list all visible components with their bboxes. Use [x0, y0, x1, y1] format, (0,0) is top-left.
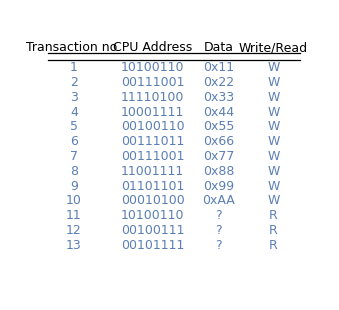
Text: 00100111: 00100111: [121, 224, 184, 237]
Text: W: W: [267, 135, 280, 148]
Text: CPU Address: CPU Address: [113, 42, 192, 55]
Text: 5: 5: [70, 121, 78, 133]
Text: 00111011: 00111011: [121, 135, 184, 148]
Text: W: W: [267, 150, 280, 163]
Text: 01101101: 01101101: [121, 180, 184, 193]
Text: ?: ?: [215, 239, 222, 252]
Text: W: W: [267, 61, 280, 74]
Text: 0x88: 0x88: [203, 165, 234, 178]
Text: 6: 6: [70, 135, 78, 148]
Text: 00111001: 00111001: [121, 150, 184, 163]
Text: W: W: [267, 76, 280, 89]
Text: W: W: [267, 194, 280, 207]
Text: 0x44: 0x44: [203, 106, 234, 119]
Text: 12: 12: [66, 224, 82, 237]
Text: Write/Read: Write/Read: [239, 42, 308, 55]
Text: 00101111: 00101111: [121, 239, 184, 252]
Text: 1: 1: [70, 61, 78, 74]
Text: 10: 10: [66, 194, 82, 207]
Text: 11110100: 11110100: [121, 91, 184, 104]
Text: 8: 8: [70, 165, 78, 178]
Text: 9: 9: [70, 180, 78, 193]
Text: Data: Data: [203, 42, 233, 55]
Text: R: R: [269, 209, 278, 222]
Text: 13: 13: [66, 239, 82, 252]
Text: W: W: [267, 165, 280, 178]
Text: 0x33: 0x33: [203, 91, 234, 104]
Text: 0x99: 0x99: [203, 180, 234, 193]
Text: 00100110: 00100110: [121, 121, 184, 133]
Text: ?: ?: [215, 224, 222, 237]
Text: R: R: [269, 239, 278, 252]
Text: R: R: [269, 224, 278, 237]
Text: ?: ?: [215, 209, 222, 222]
Text: 10001111: 10001111: [121, 106, 184, 119]
Text: W: W: [267, 121, 280, 133]
Text: 0x77: 0x77: [203, 150, 234, 163]
Text: 0x55: 0x55: [203, 121, 234, 133]
Text: 11: 11: [66, 209, 82, 222]
Text: 0x66: 0x66: [203, 135, 234, 148]
Text: W: W: [267, 106, 280, 119]
Text: 2: 2: [70, 76, 78, 89]
Text: 00010100: 00010100: [121, 194, 185, 207]
Text: 7: 7: [70, 150, 78, 163]
Text: Transaction no.: Transaction no.: [26, 42, 121, 55]
Text: 10100110: 10100110: [121, 61, 184, 74]
Text: 0x22: 0x22: [203, 76, 234, 89]
Text: 11001111: 11001111: [121, 165, 184, 178]
Text: 4: 4: [70, 106, 78, 119]
Text: 3: 3: [70, 91, 78, 104]
Text: 10100110: 10100110: [121, 209, 184, 222]
Text: W: W: [267, 91, 280, 104]
Text: W: W: [267, 180, 280, 193]
Text: 0x11: 0x11: [203, 61, 234, 74]
Text: 0xAA: 0xAA: [202, 194, 235, 207]
Text: 00111001: 00111001: [121, 76, 184, 89]
